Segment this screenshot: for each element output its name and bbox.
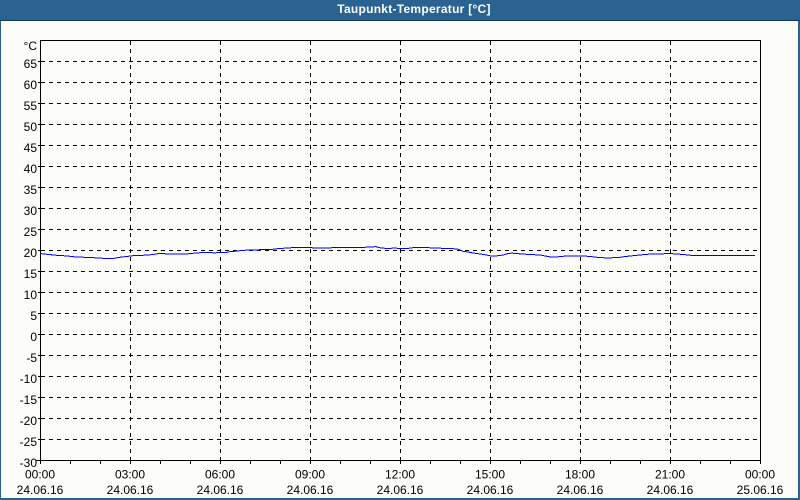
svg-text:5: 5 [30, 309, 37, 323]
svg-text:-30: -30 [20, 456, 38, 470]
svg-text:21:00: 21:00 [655, 468, 685, 482]
svg-text:30: 30 [24, 204, 38, 218]
svg-text:24.06.16: 24.06.16 [17, 483, 64, 497]
svg-text:20: 20 [24, 246, 38, 260]
svg-text:-10: -10 [20, 372, 38, 386]
svg-text:-5: -5 [26, 351, 37, 365]
svg-text:0: 0 [30, 330, 37, 344]
svg-text:06:00: 06:00 [205, 468, 235, 482]
svg-text:24.06.16: 24.06.16 [197, 483, 244, 497]
svg-text:45: 45 [24, 141, 38, 155]
svg-text:24.06.16: 24.06.16 [557, 483, 604, 497]
svg-text:00:00: 00:00 [25, 468, 55, 482]
svg-text:00:00: 00:00 [745, 468, 775, 482]
svg-text:-15: -15 [20, 393, 38, 407]
svg-text:09:00: 09:00 [295, 468, 325, 482]
svg-text:55: 55 [24, 99, 38, 113]
svg-text:24.06.16: 24.06.16 [467, 483, 514, 497]
svg-text:15: 15 [24, 267, 38, 281]
svg-text:-25: -25 [20, 435, 38, 449]
svg-text:03:00: 03:00 [115, 468, 145, 482]
svg-text:18:00: 18:00 [565, 468, 595, 482]
svg-text:Taupunkt-Temperatur [°C]: Taupunkt-Temperatur [°C] [337, 2, 491, 16]
svg-text:50: 50 [24, 120, 38, 134]
svg-text:24.06.16: 24.06.16 [377, 483, 424, 497]
svg-text:24.06.16: 24.06.16 [287, 483, 334, 497]
svg-text:24.06.16: 24.06.16 [647, 483, 694, 497]
svg-text:35: 35 [24, 183, 38, 197]
svg-text:10: 10 [24, 288, 38, 302]
svg-text:60: 60 [24, 78, 38, 92]
svg-text:25: 25 [24, 225, 38, 239]
svg-text:15:00: 15:00 [475, 468, 505, 482]
svg-text:65: 65 [24, 57, 38, 71]
svg-text:12:00: 12:00 [385, 468, 415, 482]
svg-text:-20: -20 [20, 414, 38, 428]
svg-text:24.06.16: 24.06.16 [107, 483, 154, 497]
svg-text:°C: °C [24, 39, 38, 53]
svg-text:25.06.16: 25.06.16 [737, 483, 784, 497]
svg-text:40: 40 [24, 162, 38, 176]
